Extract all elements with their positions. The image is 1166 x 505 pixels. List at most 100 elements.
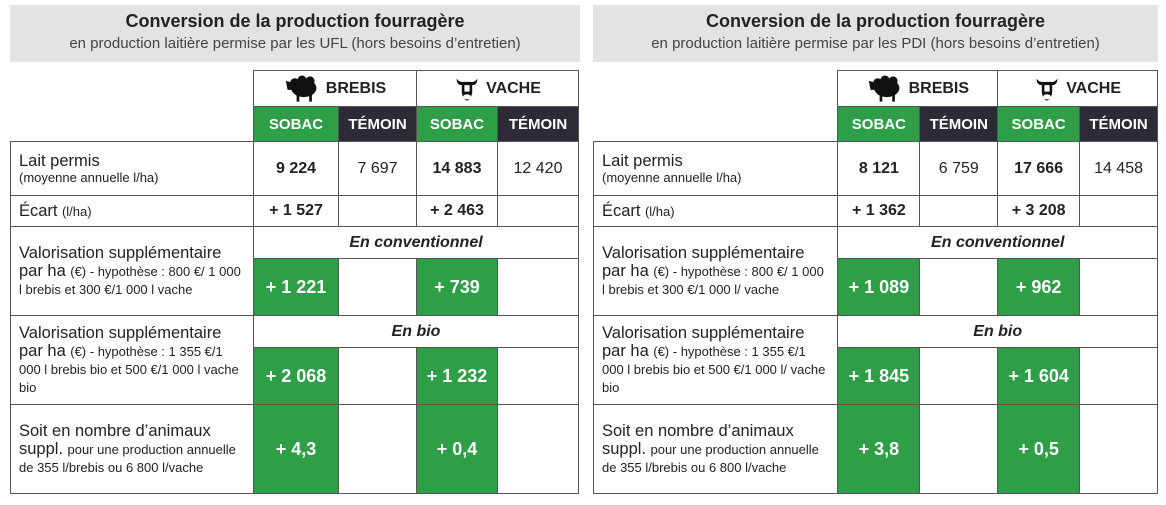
label-main: par ha (19, 342, 66, 361)
value-cell (919, 195, 999, 227)
label-detail: (l/ha) (61, 203, 92, 219)
label-detail: (l/ha) (644, 203, 675, 219)
value-cell: + 1 527 (253, 195, 339, 227)
blank-cell (594, 71, 838, 107)
label-detail: (€) - hypothèse : 1 355 €/1 000 l brebis… (19, 344, 239, 395)
label-detail: (€) - hypothèse : 800 €/ 1 000 l brebis … (19, 264, 241, 297)
value-cell: 12 420 (497, 141, 579, 196)
animal-icon (454, 75, 480, 103)
value-cell (338, 404, 417, 494)
value-cell: + 0,4 (416, 404, 498, 494)
panel-header: Conversion de la production fourragère en… (593, 5, 1158, 62)
row: Valorisation supplémentaire par ha (€) - … (10, 315, 579, 405)
panel: Conversion de la production fourragère en… (592, 5, 1158, 494)
value-cell (1079, 404, 1158, 494)
value-cell: + 1 362 (837, 195, 921, 227)
section-header: En bio (253, 315, 579, 348)
animal-header: BREBIS (837, 70, 999, 107)
value-cell (497, 195, 579, 227)
row: SOBAC TÉMOIN SOBAC TÉMOIN (594, 106, 1158, 142)
panel-title: Conversion de la production fourragère (125, 11, 465, 31)
panel-subtitle: en production laitière permise par les U… (69, 35, 521, 52)
label-main: Soit en nombre d’animaux (19, 421, 211, 440)
value-cell: + 3 208 (997, 195, 1081, 227)
value-cell: 14 458 (1079, 141, 1158, 196)
column-header: SOBAC (416, 106, 498, 142)
animal-icon (867, 75, 903, 103)
label-detail: (€) - hypothèse : 800 €/ 1 000 l brebis … (602, 264, 824, 297)
column-header: TÉMOIN (1079, 106, 1158, 142)
label-main: Lait permis (19, 152, 100, 171)
label-main: suppl. (602, 440, 647, 459)
value-cell (497, 347, 579, 405)
row-label: Écart (l/ha) (592, 195, 839, 227)
value-cell (919, 404, 999, 494)
blank-cell (11, 107, 254, 142)
blank-cell (594, 107, 838, 142)
label-main: suppl. (19, 440, 64, 459)
value-cell: + 3,8 (837, 404, 921, 494)
row-label: Soit en nombre d’animaux suppl. pour une … (10, 404, 254, 494)
value-cell (497, 404, 579, 494)
row: Valorisation supplémentaire par ha (€) - … (592, 315, 1158, 405)
value-cell: + 1 221 (253, 258, 339, 316)
value-cell (338, 195, 417, 227)
blank-cell (11, 71, 254, 107)
value-cell (1079, 195, 1158, 227)
animal-header: VACHE (997, 70, 1158, 107)
row-label: Valorisation supplémentaire par ha (€) - … (10, 315, 254, 405)
row: Valorisation supplémentaire par ha (€) - … (10, 226, 579, 316)
value-cell: + 1 845 (837, 347, 921, 405)
row: + 1 221 + 739 (11, 258, 579, 316)
column-header: SOBAC (253, 106, 339, 142)
label-main: par ha (602, 262, 649, 281)
row: + 1 089 + 962 (594, 258, 1158, 316)
row: Écart (l/ha) + 1 527 + 2 463 (10, 195, 579, 227)
row: Soit en nombre d’animaux suppl. pour une … (10, 404, 579, 494)
value-cell (919, 258, 999, 316)
column-header: SOBAC (837, 106, 921, 142)
panel-header: Conversion de la production fourragère en… (10, 5, 580, 62)
label-main: par ha (19, 262, 66, 281)
animal-icon (284, 75, 320, 103)
animal-header: BREBIS (253, 70, 417, 107)
value-cell (1079, 347, 1158, 405)
table: BREBIS VACHE SOBAC TÉMOIN SOBAC TÉMOIN Lait pe… (592, 70, 1158, 494)
row: Lait permis (moyenne annuelle l/ha) 9 224… (10, 141, 579, 196)
label-main: Soit en nombre d’animaux (602, 421, 794, 440)
label-main: Lait permis (602, 152, 683, 171)
animal-name: VACHE (486, 79, 541, 97)
row: Valorisation supplémentaire par ha (€) - … (592, 226, 1158, 316)
label-main: Valorisation supplémentaire (19, 323, 222, 342)
section-header: En bio (837, 315, 1158, 348)
value-cell (338, 347, 417, 405)
row: BREBIS VACHE (594, 70, 1158, 107)
label-main: Valorisation supplémentaire (19, 243, 222, 262)
animal-header: VACHE (416, 70, 579, 107)
row: BREBIS VACHE (11, 70, 579, 107)
label-detail: pour une production annuelle de 355 l/br… (602, 442, 819, 475)
value-cell: + 4,3 (253, 404, 339, 494)
column-header: SOBAC (997, 106, 1081, 142)
value-cell: 6 759 (919, 141, 999, 196)
value-cell (497, 258, 579, 316)
value-cell: 9 224 (253, 141, 339, 196)
label-detail: pour une production annuelle de 355 l/br… (19, 442, 236, 475)
value-cell: + 1 232 (416, 347, 498, 405)
animal-name: BREBIS (325, 79, 387, 97)
label-detail: (moyenne annuelle l/ha) (602, 169, 742, 185)
panel-subtitle: en production laitière permise par les P… (651, 35, 1100, 52)
value-cell: + 739 (416, 258, 498, 316)
value-cell: 17 666 (997, 141, 1081, 196)
panel-title: Conversion de la production fourragère (705, 11, 1046, 31)
label-detail: (€) - hypothèse : 1 355 €/1 000 l brebis… (602, 344, 826, 395)
row-label: Valorisation supplémentaire par ha (€) - … (592, 315, 839, 405)
label-main: Écart (19, 201, 58, 220)
column-header: TÉMOIN (338, 106, 417, 142)
label-detail: (moyenne annuelle l/ha) (19, 169, 159, 185)
label-main: par ha (602, 342, 649, 361)
value-cell: 7 697 (338, 141, 417, 196)
row: SOBAC TÉMOIN SOBAC TÉMOIN (11, 106, 579, 142)
value-cell (338, 258, 417, 316)
